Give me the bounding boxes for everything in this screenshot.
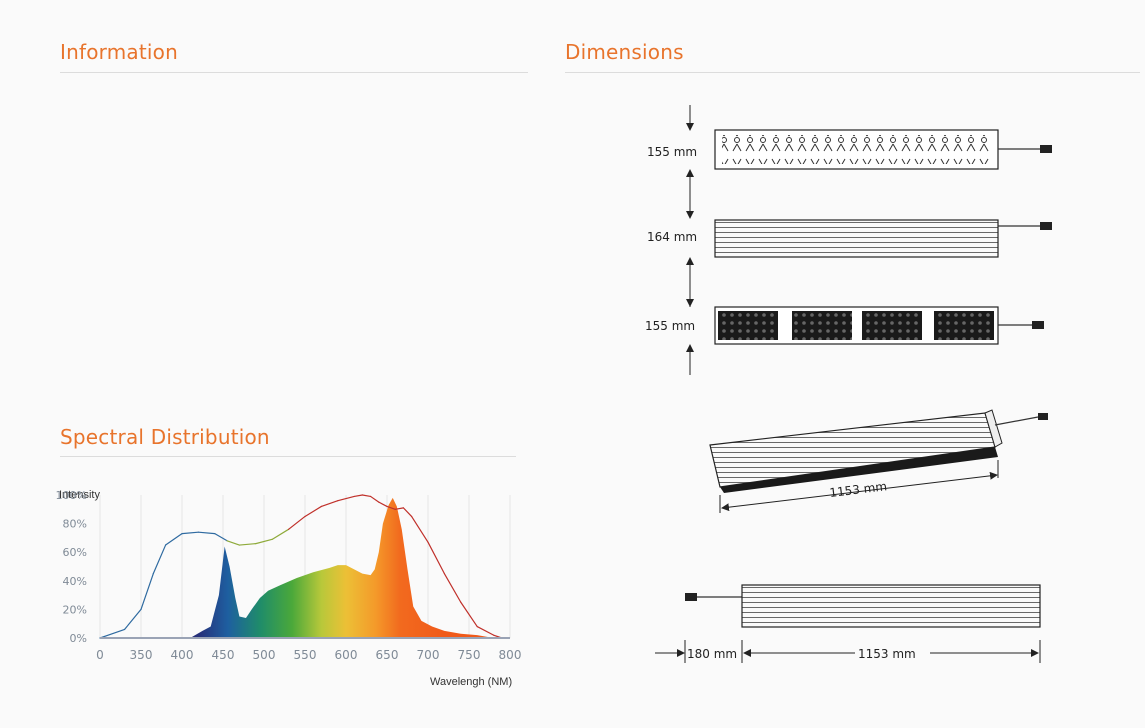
reference-curve-segment bbox=[361, 494, 372, 498]
top-view-drawing bbox=[686, 105, 1052, 200]
perspective-length-label: 1153 mm bbox=[829, 479, 888, 500]
x-axis-label: Wavelengh (NM) bbox=[430, 676, 513, 688]
x-tick-label: 600 bbox=[335, 648, 358, 662]
reference-curve-segment bbox=[402, 507, 413, 518]
x-tick-label: 400 bbox=[171, 648, 194, 662]
fixture-length-label: 1153 mm bbox=[858, 647, 916, 661]
x-tick-label: 450 bbox=[212, 648, 235, 662]
side-view-drawing bbox=[686, 200, 1052, 307]
dimensions-title: Dimensions bbox=[565, 40, 684, 64]
reference-curve-segment bbox=[353, 494, 363, 498]
reference-curve-segment bbox=[181, 531, 199, 535]
reference-curve-segment bbox=[443, 573, 462, 603]
reference-curve-segment bbox=[337, 495, 355, 502]
emission-spectrum-area bbox=[190, 497, 494, 638]
x-tick-label: 0 bbox=[96, 648, 104, 662]
side-view-height-label: 164 mm bbox=[647, 230, 697, 244]
reference-curve-segment bbox=[427, 541, 445, 575]
reference-curve-segment bbox=[394, 507, 404, 510]
cable-length-drawing bbox=[655, 584, 1041, 663]
reference-curve-segment bbox=[255, 538, 273, 545]
reference-curve-segment bbox=[460, 601, 478, 628]
information-title: Information bbox=[60, 40, 178, 64]
perspective-view-drawing bbox=[709, 409, 1048, 513]
x-tick-label: 750 bbox=[458, 648, 481, 662]
dimensions-drawings: 155 mm 164 mm 155 mm 1153 mm bbox=[645, 105, 1052, 663]
reference-curve-segment bbox=[197, 531, 216, 535]
bottom-view-width-label: 155 mm bbox=[645, 319, 695, 333]
reference-curve-segment bbox=[152, 544, 167, 575]
reference-curve-segment bbox=[288, 515, 306, 530]
x-tick-label: 500 bbox=[253, 648, 276, 662]
top-view-width-label: 155 mm bbox=[647, 145, 697, 159]
x-tick-label: 800 bbox=[499, 648, 522, 662]
cable-length-label: 180 mm bbox=[687, 647, 737, 661]
reference-curve-segment bbox=[226, 540, 240, 546]
reference-curve-segment bbox=[214, 533, 228, 542]
reference-curve-segment bbox=[238, 543, 257, 546]
reference-curve-segment bbox=[411, 515, 429, 543]
spectral-title: Spectral Distribution bbox=[60, 425, 270, 449]
bottom-view-drawing bbox=[686, 285, 1044, 375]
y-tick-label: 20% bbox=[63, 603, 87, 616]
y-tick-label: 0% bbox=[70, 632, 87, 645]
y-tick-label: 100% bbox=[56, 489, 87, 502]
x-tick-label: 700 bbox=[417, 648, 440, 662]
reference-curve-segment bbox=[386, 505, 396, 510]
y-tick-label: 60% bbox=[63, 546, 87, 559]
reference-curve-segment bbox=[271, 528, 290, 540]
x-tick-label: 550 bbox=[294, 648, 317, 662]
reference-curve-segment bbox=[476, 625, 495, 636]
reference-curve-segment bbox=[123, 608, 142, 631]
reference-curve-segment bbox=[304, 505, 322, 518]
y-tick-label: 40% bbox=[63, 575, 87, 588]
x-tick-label: 650 bbox=[376, 648, 399, 662]
spectral-divider bbox=[60, 456, 516, 457]
reference-curve-segment bbox=[370, 495, 380, 503]
spectral-distribution-chart: 0 350 400 450 500 550 600 650 700 750 800 0% 20% 40% 6… bbox=[56, 489, 522, 662]
reference-curve-segment bbox=[99, 628, 126, 639]
reference-curve-segment bbox=[164, 533, 183, 546]
y-tick-label: 80% bbox=[63, 518, 87, 531]
reference-curve-segment bbox=[320, 500, 339, 508]
reference-curve-segment bbox=[378, 501, 388, 508]
dimensions-divider bbox=[565, 72, 1140, 73]
x-tick-label: 350 bbox=[130, 648, 153, 662]
y-axis-label: Intensity bbox=[59, 489, 100, 501]
reference-curve-segment bbox=[140, 573, 154, 611]
information-divider bbox=[60, 72, 528, 73]
